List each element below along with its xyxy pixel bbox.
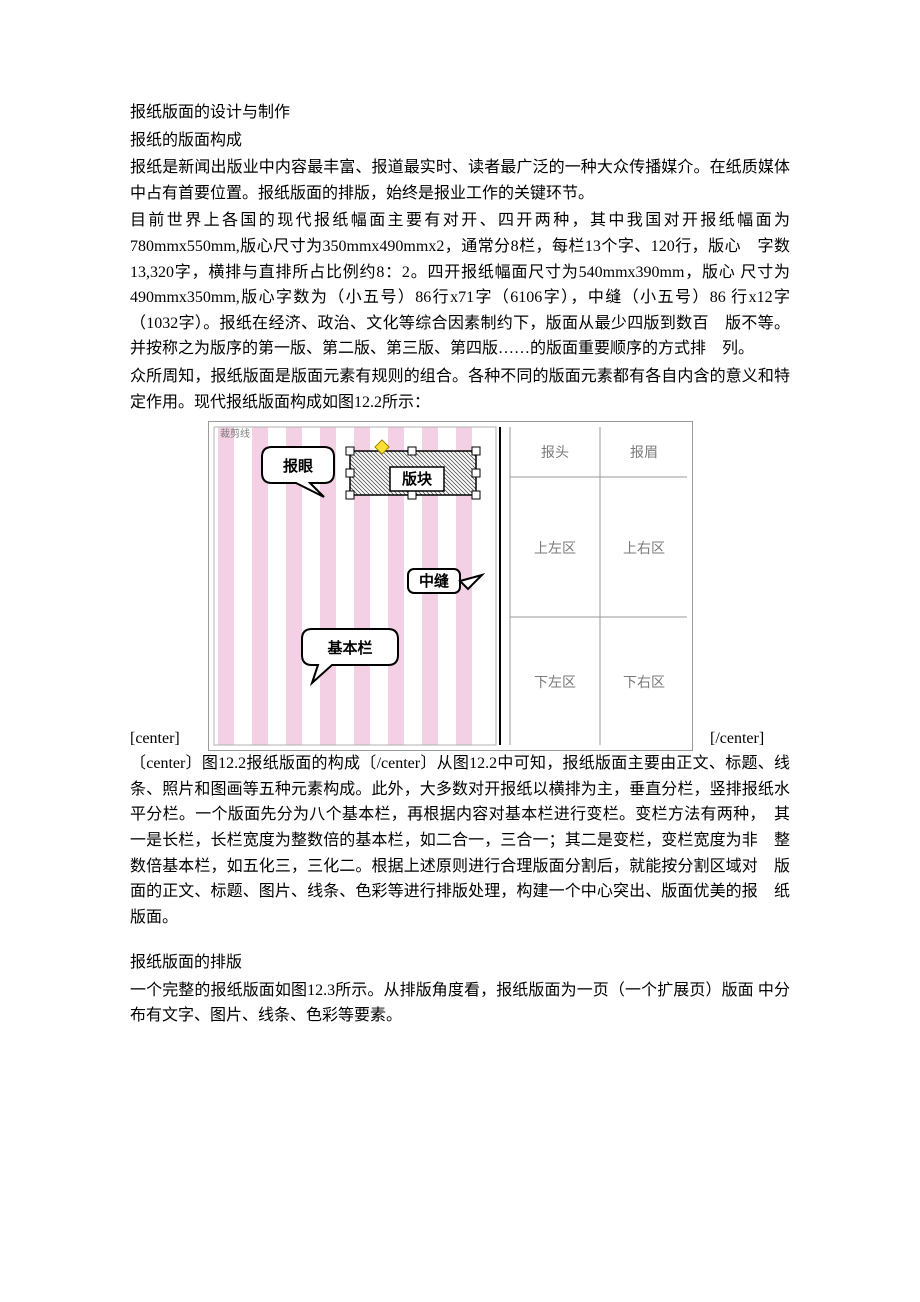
label-jibenlan: 基本栏	[326, 639, 372, 657]
label-shangzuo: 上左区	[534, 541, 576, 557]
label-banju: 版块	[402, 470, 433, 488]
right-grid	[510, 427, 687, 745]
paragraph-1: 报纸是新闻出版业中内容最丰富、报道最实时、读者最广泛的一种大众传播媒介。在纸质媒…	[130, 155, 790, 206]
paragraph-2: 目前世界上各国的现代报纸幅面主要有对开、四开两种，其中我国对开报纸幅面为780m…	[130, 208, 790, 362]
center-tag-right: [/center]	[710, 726, 764, 752]
label-baoyan: 报眼	[283, 458, 313, 475]
label-shangyou: 上右区	[623, 541, 665, 557]
spacer	[130, 932, 790, 950]
doc-title: 报纸版面的设计与制作	[130, 100, 790, 126]
label-baotou: 报头	[541, 445, 569, 461]
center-tag-left: [center]	[130, 726, 180, 752]
paragraph-3: 众所周知，报纸版面是版面元素有规则的组合。各种不同的版面元素都有各自内含的意义和…	[130, 364, 790, 415]
label-caijianxian: 裁剪线	[220, 427, 250, 440]
figure-12-2: 裁剪线	[208, 421, 693, 751]
label-xiazuo: 下左区	[534, 675, 576, 691]
label-xiayou: 下右区	[623, 675, 665, 691]
paragraph-5: 一个完整的报纸版面如图12.3所示。从排版角度看，报纸版面为一页（一个扩展页）版…	[130, 978, 790, 1029]
document-page: 报纸版面的设计与制作 报纸的版面构成 报纸是新闻出版业中内容最丰富、报道最实时、…	[0, 0, 920, 1091]
label-zhongfeng: 中缝	[419, 572, 449, 590]
figure-12-2-wrap: 裁剪线	[130, 421, 790, 751]
label-baomei: 报眉	[630, 445, 658, 461]
paragraph-4: 〔center〕图12.2报纸版面的构成〔/center〕从图12.2中可知，报…	[130, 751, 790, 930]
section1-heading: 报纸的版面构成	[130, 128, 790, 154]
section2-heading: 报纸版面的排版	[130, 950, 790, 976]
